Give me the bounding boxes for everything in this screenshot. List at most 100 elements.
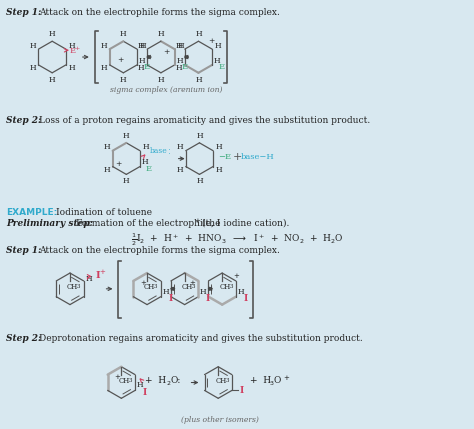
Text: −E: −E (218, 153, 231, 160)
Text: (plus other isomers): (plus other isomers) (181, 416, 259, 424)
Text: H: H (196, 132, 203, 140)
Text: 3: 3 (270, 381, 273, 386)
Text: (the iodine cation).: (the iodine cation). (200, 219, 290, 228)
Text: CH: CH (118, 377, 130, 385)
Text: H: H (123, 132, 129, 140)
Text: +  H: + H (145, 376, 166, 385)
Text: +: + (194, 218, 201, 224)
Text: 3: 3 (154, 284, 157, 289)
Text: H: H (120, 76, 127, 84)
Text: +: + (208, 37, 215, 45)
Text: 3: 3 (77, 284, 81, 289)
Text: H: H (176, 57, 183, 65)
Text: H: H (163, 288, 169, 296)
Text: CH: CH (219, 283, 230, 291)
Text: H: H (139, 57, 146, 65)
Text: H: H (142, 157, 148, 166)
Text: H: H (29, 64, 36, 73)
Text: H: H (200, 288, 207, 296)
Text: H: H (195, 76, 202, 84)
Text: CH: CH (67, 283, 78, 291)
Text: +: + (115, 160, 122, 168)
Text: Loss of a proton regains aromaticity and gives the substitution product.: Loss of a proton regains aromaticity and… (39, 116, 371, 125)
Text: CH: CH (182, 283, 193, 291)
Text: +: + (190, 280, 195, 286)
Text: I: I (143, 388, 147, 397)
Text: $\frac{1}{2}$I$_2$  +  H$^+$  +  HNO$_3$  $\longrightarrow$  I$^+$  +  NO$_2$  +: $\frac{1}{2}$I$_2$ + H$^+$ + HNO$_3$ $\l… (131, 232, 343, 248)
Text: +: + (140, 280, 146, 286)
Text: H: H (103, 143, 110, 151)
Text: E: E (146, 166, 152, 173)
Text: 3: 3 (225, 378, 228, 383)
Text: I: I (95, 272, 100, 281)
Text: H: H (85, 275, 92, 283)
Text: 3: 3 (191, 284, 195, 289)
Text: +: + (117, 56, 124, 64)
Text: H: H (123, 177, 129, 185)
Text: H: H (138, 42, 145, 50)
Text: H: H (137, 381, 143, 390)
Text: base−H: base−H (241, 153, 275, 160)
Text: H: H (214, 57, 220, 65)
Text: +: + (164, 48, 170, 56)
Text: H: H (100, 42, 107, 50)
Text: H: H (157, 76, 164, 84)
Text: H: H (176, 143, 183, 151)
Text: H: H (157, 30, 164, 38)
Text: H: H (237, 288, 244, 296)
Text: H: H (140, 42, 146, 50)
Text: H: H (176, 166, 183, 174)
Text: H: H (215, 42, 221, 50)
Text: +: + (233, 151, 242, 162)
Text: +: + (115, 374, 120, 380)
Text: I: I (206, 294, 210, 303)
Text: O: O (273, 376, 281, 385)
Text: Formation of the electrophile, I: Formation of the electrophile, I (76, 219, 220, 228)
Text: H: H (216, 166, 222, 174)
Text: H: H (143, 143, 149, 151)
Text: H: H (120, 30, 127, 38)
Text: H: H (216, 143, 222, 151)
Text: Step 2:: Step 2: (6, 334, 41, 343)
Text: H: H (100, 64, 107, 73)
Text: Step 1:: Step 1: (6, 8, 41, 17)
Text: 3: 3 (128, 378, 132, 383)
Text: Iodination of toluene: Iodination of toluene (56, 208, 152, 217)
Text: E: E (182, 63, 188, 71)
Text: Step 1:: Step 1: (6, 246, 41, 255)
Text: I: I (169, 294, 173, 303)
Text: H: H (175, 64, 182, 73)
Text: I: I (240, 386, 244, 395)
Text: H: H (195, 30, 202, 38)
Text: Deprotonation regains aromaticity and gives the substitution product.: Deprotonation regains aromaticity and gi… (39, 334, 363, 343)
Text: E: E (144, 63, 150, 71)
Text: CH: CH (144, 283, 155, 291)
Text: base: base (150, 147, 168, 155)
Text: +: + (233, 273, 239, 279)
Text: H: H (29, 42, 36, 50)
Text: H: H (49, 76, 55, 84)
Text: I: I (244, 294, 248, 303)
Text: +  H: + H (250, 376, 271, 385)
Text: 2: 2 (167, 381, 171, 386)
Text: O:: O: (171, 376, 181, 385)
Text: +: + (100, 269, 105, 275)
Text: CH: CH (215, 377, 227, 385)
Text: Attack on the electrophile forms the sigma complex.: Attack on the electrophile forms the sig… (39, 246, 280, 255)
Text: H: H (138, 64, 145, 73)
Text: Attack on the electrophile forms the sigma complex.: Attack on the electrophile forms the sig… (39, 8, 280, 17)
Text: H: H (196, 177, 203, 185)
Text: EXAMPLE:: EXAMPLE: (6, 208, 57, 217)
Text: H: H (69, 64, 75, 73)
Text: Preliminary step:: Preliminary step: (6, 219, 93, 228)
Text: 3: 3 (229, 284, 233, 289)
Text: H: H (103, 166, 110, 174)
Text: E: E (70, 47, 76, 55)
Text: sigma complex (arenium ion): sigma complex (arenium ion) (109, 86, 222, 94)
Text: H: H (175, 42, 182, 50)
Text: H: H (69, 42, 75, 50)
Text: H: H (49, 30, 55, 38)
Text: E: E (219, 63, 225, 71)
Text: H: H (177, 42, 184, 50)
Text: +: + (283, 375, 289, 381)
